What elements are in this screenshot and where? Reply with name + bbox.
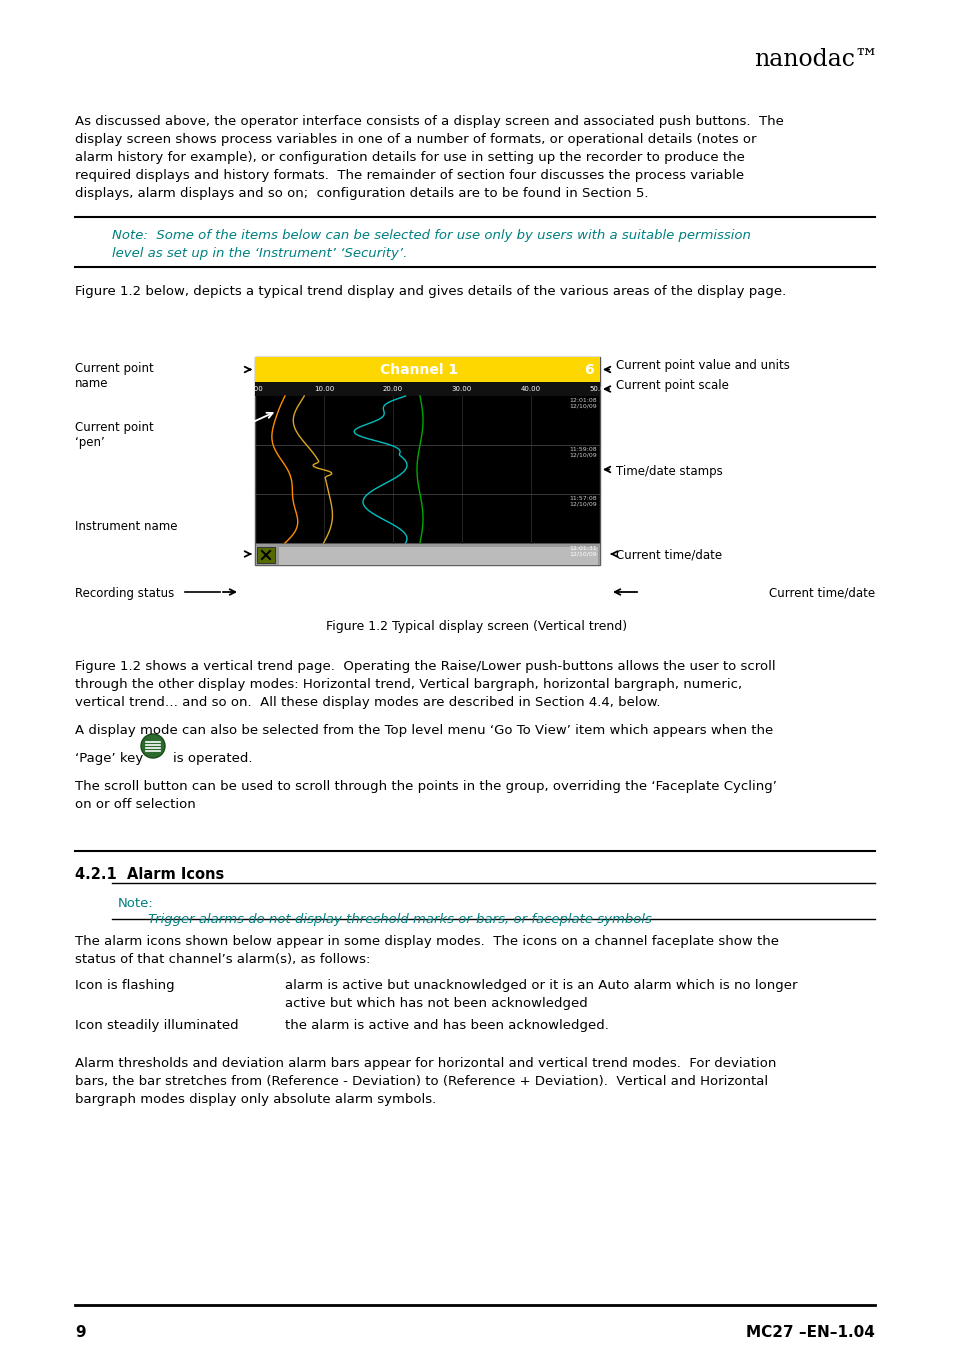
Bar — [254, 382, 599, 396]
Text: the alarm is active and has been acknowledged.: the alarm is active and has been acknowl… — [285, 1019, 608, 1031]
Text: Current point: Current point — [75, 421, 153, 433]
Text: displays, alarm displays and so on;  configuration details are to be found in Se: displays, alarm displays and so on; conf… — [75, 188, 648, 200]
Text: Alarm thresholds and deviation alarm bars appear for horizontal and vertical tre: Alarm thresholds and deviation alarm bar… — [75, 1057, 776, 1071]
Text: alarm history for example), or configuration details for use in setting up the r: alarm history for example), or configura… — [75, 151, 744, 163]
Text: ‘Page’ key: ‘Page’ key — [75, 752, 143, 765]
Text: 11:57:08
12/10/09: 11:57:08 12/10/09 — [569, 495, 597, 506]
Text: bargraph modes display only absolute alarm symbols.: bargraph modes display only absolute ala… — [75, 1094, 436, 1106]
Text: display screen shows process variables in one of a number of formats, or operati: display screen shows process variables i… — [75, 134, 756, 146]
Text: Recording status: Recording status — [75, 587, 174, 599]
Text: Current point: Current point — [75, 362, 153, 375]
Text: 20.00: 20.00 — [382, 386, 402, 391]
Text: 10.00: 10.00 — [314, 386, 334, 391]
Bar — [256, 547, 274, 563]
Text: Current time/date: Current time/date — [616, 549, 721, 562]
Text: through the other display modes: Horizontal trend, Vertical bargraph, horizontal: through the other display modes: Horizon… — [75, 678, 741, 691]
Text: Note:  Some of the items below can be selected for use only by users with a suit: Note: Some of the items below can be sel… — [112, 230, 750, 242]
Text: alarm is active but unacknowledged or it is an Auto alarm which is no longer: alarm is active but unacknowledged or it… — [285, 979, 797, 992]
Circle shape — [141, 734, 165, 757]
Text: is operated.: is operated. — [172, 752, 253, 765]
Text: As discussed above, the operator interface consists of a display screen and asso: As discussed above, the operator interfa… — [75, 115, 783, 128]
Text: A display mode can also be selected from the Top level menu ‘Go To View’ item wh: A display mode can also be selected from… — [75, 724, 773, 737]
Text: 40.00: 40.00 — [520, 386, 540, 391]
Bar — [254, 543, 599, 566]
Text: Note:: Note: — [118, 896, 153, 910]
Text: bars, the bar stretches from (Reference - Deviation) to (Reference + Deviation).: bars, the bar stretches from (Reference … — [75, 1075, 767, 1088]
Bar — [254, 356, 599, 566]
Text: Icon is flashing: Icon is flashing — [75, 979, 174, 992]
Text: required displays and history formats.  The remainder of section four discusses : required displays and history formats. T… — [75, 169, 743, 182]
Text: Trigger alarms do not display threshold marks or bars, or faceplate symbols: Trigger alarms do not display threshold … — [148, 913, 651, 926]
Text: Channel 1: Channel 1 — [380, 363, 458, 377]
Text: Icon steadily illuminated: Icon steadily illuminated — [75, 1019, 238, 1031]
Bar — [278, 547, 598, 566]
Text: Figure 1.2 Typical display screen (Vertical trend): Figure 1.2 Typical display screen (Verti… — [326, 620, 627, 633]
Text: 4.2.1  Alarm Icons: 4.2.1 Alarm Icons — [75, 867, 224, 882]
Text: MC27 –EN–1.04: MC27 –EN–1.04 — [745, 1324, 874, 1341]
Text: status of that channel’s alarm(s), as follows:: status of that channel’s alarm(s), as fo… — [75, 953, 370, 967]
Text: Time/date stamps: Time/date stamps — [616, 464, 722, 478]
Text: Instrument name: Instrument name — [75, 520, 177, 533]
Text: level as set up in the ‘Instrument’ ‘Security’.: level as set up in the ‘Instrument’ ‘Sec… — [112, 247, 407, 261]
Text: 12:01:31
12/10/09: 12:01:31 12/10/09 — [569, 545, 597, 556]
Text: The alarm icons shown below appear in some display modes.  The icons on a channe: The alarm icons shown below appear in so… — [75, 936, 779, 948]
Text: 0.00: 0.00 — [247, 386, 263, 391]
Text: 11:59:08
12/10/09: 11:59:08 12/10/09 — [569, 447, 597, 458]
Text: The scroll button can be used to scroll through the points in the group, overrid: The scroll button can be used to scroll … — [75, 780, 776, 792]
Text: 6: 6 — [584, 363, 594, 377]
Text: nanodac™: nanodac™ — [754, 49, 878, 72]
Text: vertical trend… and so on.  All these display modes are described in Section 4.4: vertical trend… and so on. All these dis… — [75, 697, 659, 709]
Text: name: name — [75, 377, 109, 390]
Text: ‘pen’: ‘pen’ — [75, 436, 105, 450]
Text: 50.00: 50.00 — [589, 386, 609, 391]
Text: Current point scale: Current point scale — [616, 379, 728, 391]
Text: 30.00: 30.00 — [452, 386, 472, 391]
Bar — [254, 356, 599, 382]
Text: Figure 1.2 below, depicts a typical trend display and gives details of the vario: Figure 1.2 below, depicts a typical tren… — [75, 285, 785, 298]
Text: Figure 1.2 shows a vertical trend page.  Operating the Raise/Lower push-buttons : Figure 1.2 shows a vertical trend page. … — [75, 660, 775, 674]
Text: Current point value and units: Current point value and units — [616, 359, 789, 373]
Text: Current time/date: Current time/date — [768, 587, 874, 599]
Text: 9: 9 — [75, 1324, 86, 1341]
Text: active but which has not been acknowledged: active but which has not been acknowledg… — [285, 998, 587, 1010]
Text: on or off selection: on or off selection — [75, 798, 195, 811]
Text: 12:01:08
12/10/09: 12:01:08 12/10/09 — [569, 398, 597, 409]
